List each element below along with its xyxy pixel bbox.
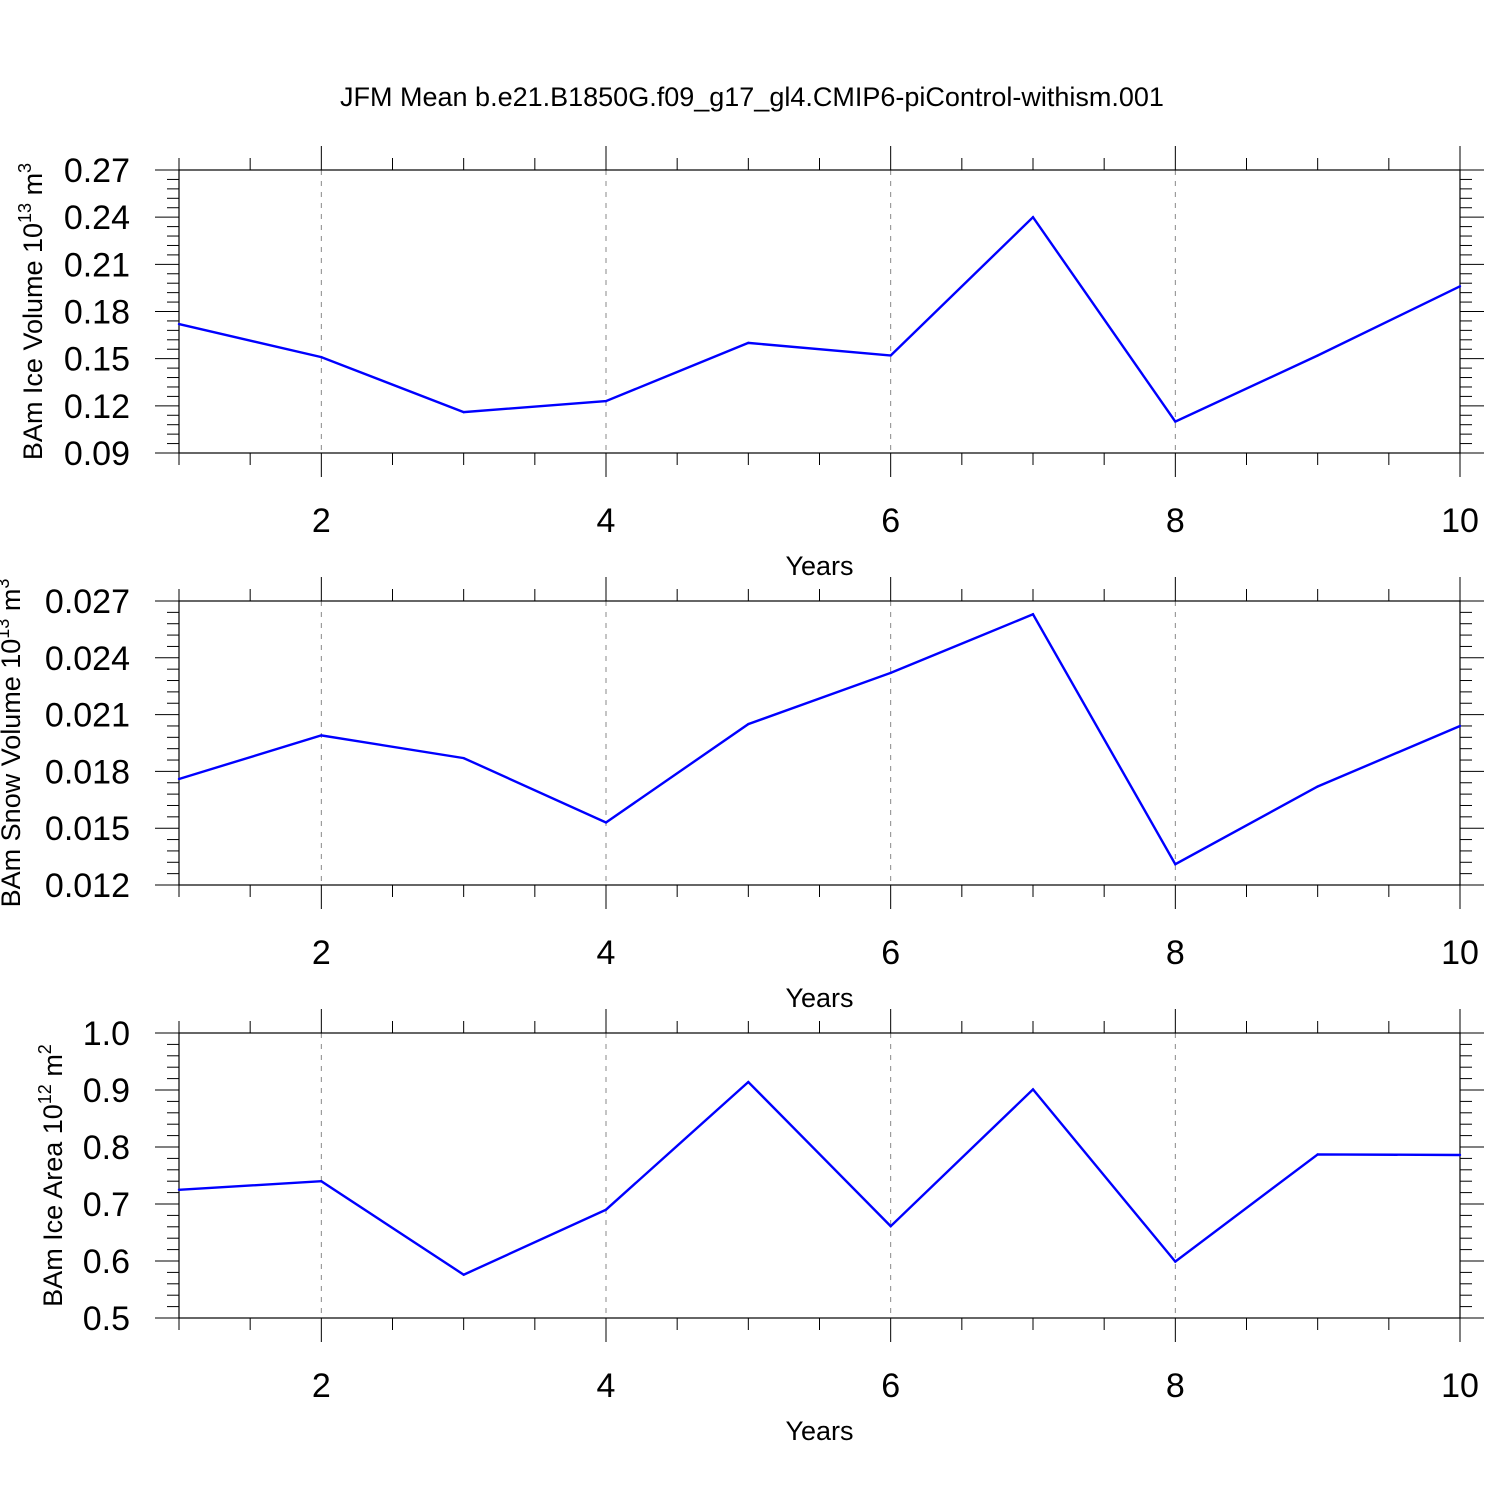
plot-frame: [178, 169, 1461, 454]
x-tick-label: 10: [1441, 1367, 1479, 1405]
x-tick-label: 10: [1441, 934, 1479, 972]
y-tick-label: 0.18: [64, 294, 130, 332]
y-tick-label: 0.012: [45, 867, 130, 905]
y-tick-label: 0.15: [64, 341, 130, 379]
data-point: [1031, 215, 1035, 219]
y-axis-label: BAm Ice Area 1012 m2: [35, 1044, 68, 1307]
data-point: [462, 1273, 465, 1276]
x-tick-label: 10: [1441, 502, 1479, 540]
data-point: [462, 756, 465, 760]
figure-title: JFM Mean b.e21.B1850G.f09_g17_gl4.CMIP6-…: [340, 82, 1164, 112]
x-tick-label: 6: [881, 502, 900, 540]
y-tick-label: 0.5: [83, 1300, 130, 1338]
y-tick-label: 0.9: [83, 1072, 130, 1110]
panels: 2 4 6 8 10 0.09 0.12 0.15 0.18 0.21 0.24 0.27 Years B…: [0, 146, 1484, 1446]
data-point: [320, 734, 323, 737]
y-tick-label: 0.024: [45, 640, 130, 678]
data-point: [604, 399, 608, 403]
data-point: [1458, 724, 1462, 728]
chart-panel-3: 2 4 6 8 10 0.5 0.6 0.7 0.8 0.9 1.0 Years BAm Ice Are…: [35, 1009, 1484, 1446]
y-tick-label: 0.09: [64, 435, 130, 473]
chart-panel-1: 2 4 6 8 10 0.09 0.12 0.15 0.18 0.21 0.24 0.27 Years B…: [15, 146, 1484, 581]
data-point: [1316, 1153, 1319, 1156]
data-point: [1458, 1153, 1462, 1157]
chart-panel-2: 2 4 6 8 10 0.012 0.015 0.018 0.021 0.024 0.027 Year…: [0, 577, 1484, 1013]
y-tick-label: 1.0: [83, 1015, 130, 1053]
data-point: [747, 341, 750, 345]
plot-frame: [178, 1032, 1461, 1319]
x-tick-label: 4: [597, 1367, 616, 1405]
data-point: [889, 354, 892, 357]
data-point: [1031, 613, 1035, 616]
data-point: [889, 1225, 892, 1228]
data-point: [1458, 285, 1462, 288]
y-tick-label: 0.018: [45, 753, 130, 791]
data-point: [1174, 1260, 1177, 1263]
data-point: [889, 671, 892, 675]
series-line: [178, 215, 1461, 424]
y-axis-label: BAm Snow Volume 1013 m3: [0, 579, 26, 908]
data-point: [320, 1180, 323, 1183]
x-tick-label: 2: [312, 934, 331, 972]
x-tick-label: 2: [312, 1367, 331, 1405]
data-point: [177, 1188, 181, 1191]
y-tick-label: 0.12: [64, 388, 130, 426]
y-axis-label: BAm Ice Volume 1013 m3: [15, 163, 48, 460]
y-tick-label: 0.21: [64, 246, 130, 284]
data-point: [320, 355, 323, 359]
y-tick-label: 0.27: [64, 152, 130, 190]
x-tick-label: 6: [881, 934, 900, 972]
y-tick-label: 0.015: [45, 810, 130, 848]
data-point: [1316, 354, 1319, 357]
x-tick-label: 8: [1166, 502, 1185, 540]
x-tick-label: 8: [1166, 934, 1185, 972]
data-point: [1174, 862, 1177, 866]
data-point: [1316, 785, 1319, 788]
y-tick-label: 0.8: [83, 1129, 130, 1167]
data-point: [747, 722, 750, 726]
y-tick-label: 0.7: [83, 1186, 130, 1224]
x-tick-label: 4: [597, 934, 616, 972]
series-line: [178, 1080, 1461, 1277]
x-tick-label: 4: [597, 502, 616, 540]
data-point: [462, 410, 465, 414]
plot-frame: [178, 600, 1461, 886]
y-tick-label: 0.021: [45, 697, 130, 735]
x-tick-label: 8: [1166, 1367, 1185, 1405]
data-point: [1031, 1088, 1035, 1091]
data-point: [747, 1080, 750, 1084]
x-axis-label: Years: [785, 551, 853, 581]
series-line: [178, 612, 1461, 866]
x-tick-label: 6: [881, 1367, 900, 1405]
y-tick-label: 0.24: [64, 199, 130, 237]
y-tick-label: 0.027: [45, 583, 130, 621]
data-point: [177, 777, 181, 781]
data-point: [177, 322, 181, 326]
y-tick-label: 0.6: [83, 1243, 130, 1281]
data-point: [604, 821, 608, 824]
x-axis-label: Years: [785, 1416, 853, 1446]
x-tick-label: 2: [312, 502, 331, 540]
data-point: [1174, 420, 1177, 423]
x-axis-label: Years: [785, 983, 853, 1013]
data-point: [604, 1208, 608, 1211]
